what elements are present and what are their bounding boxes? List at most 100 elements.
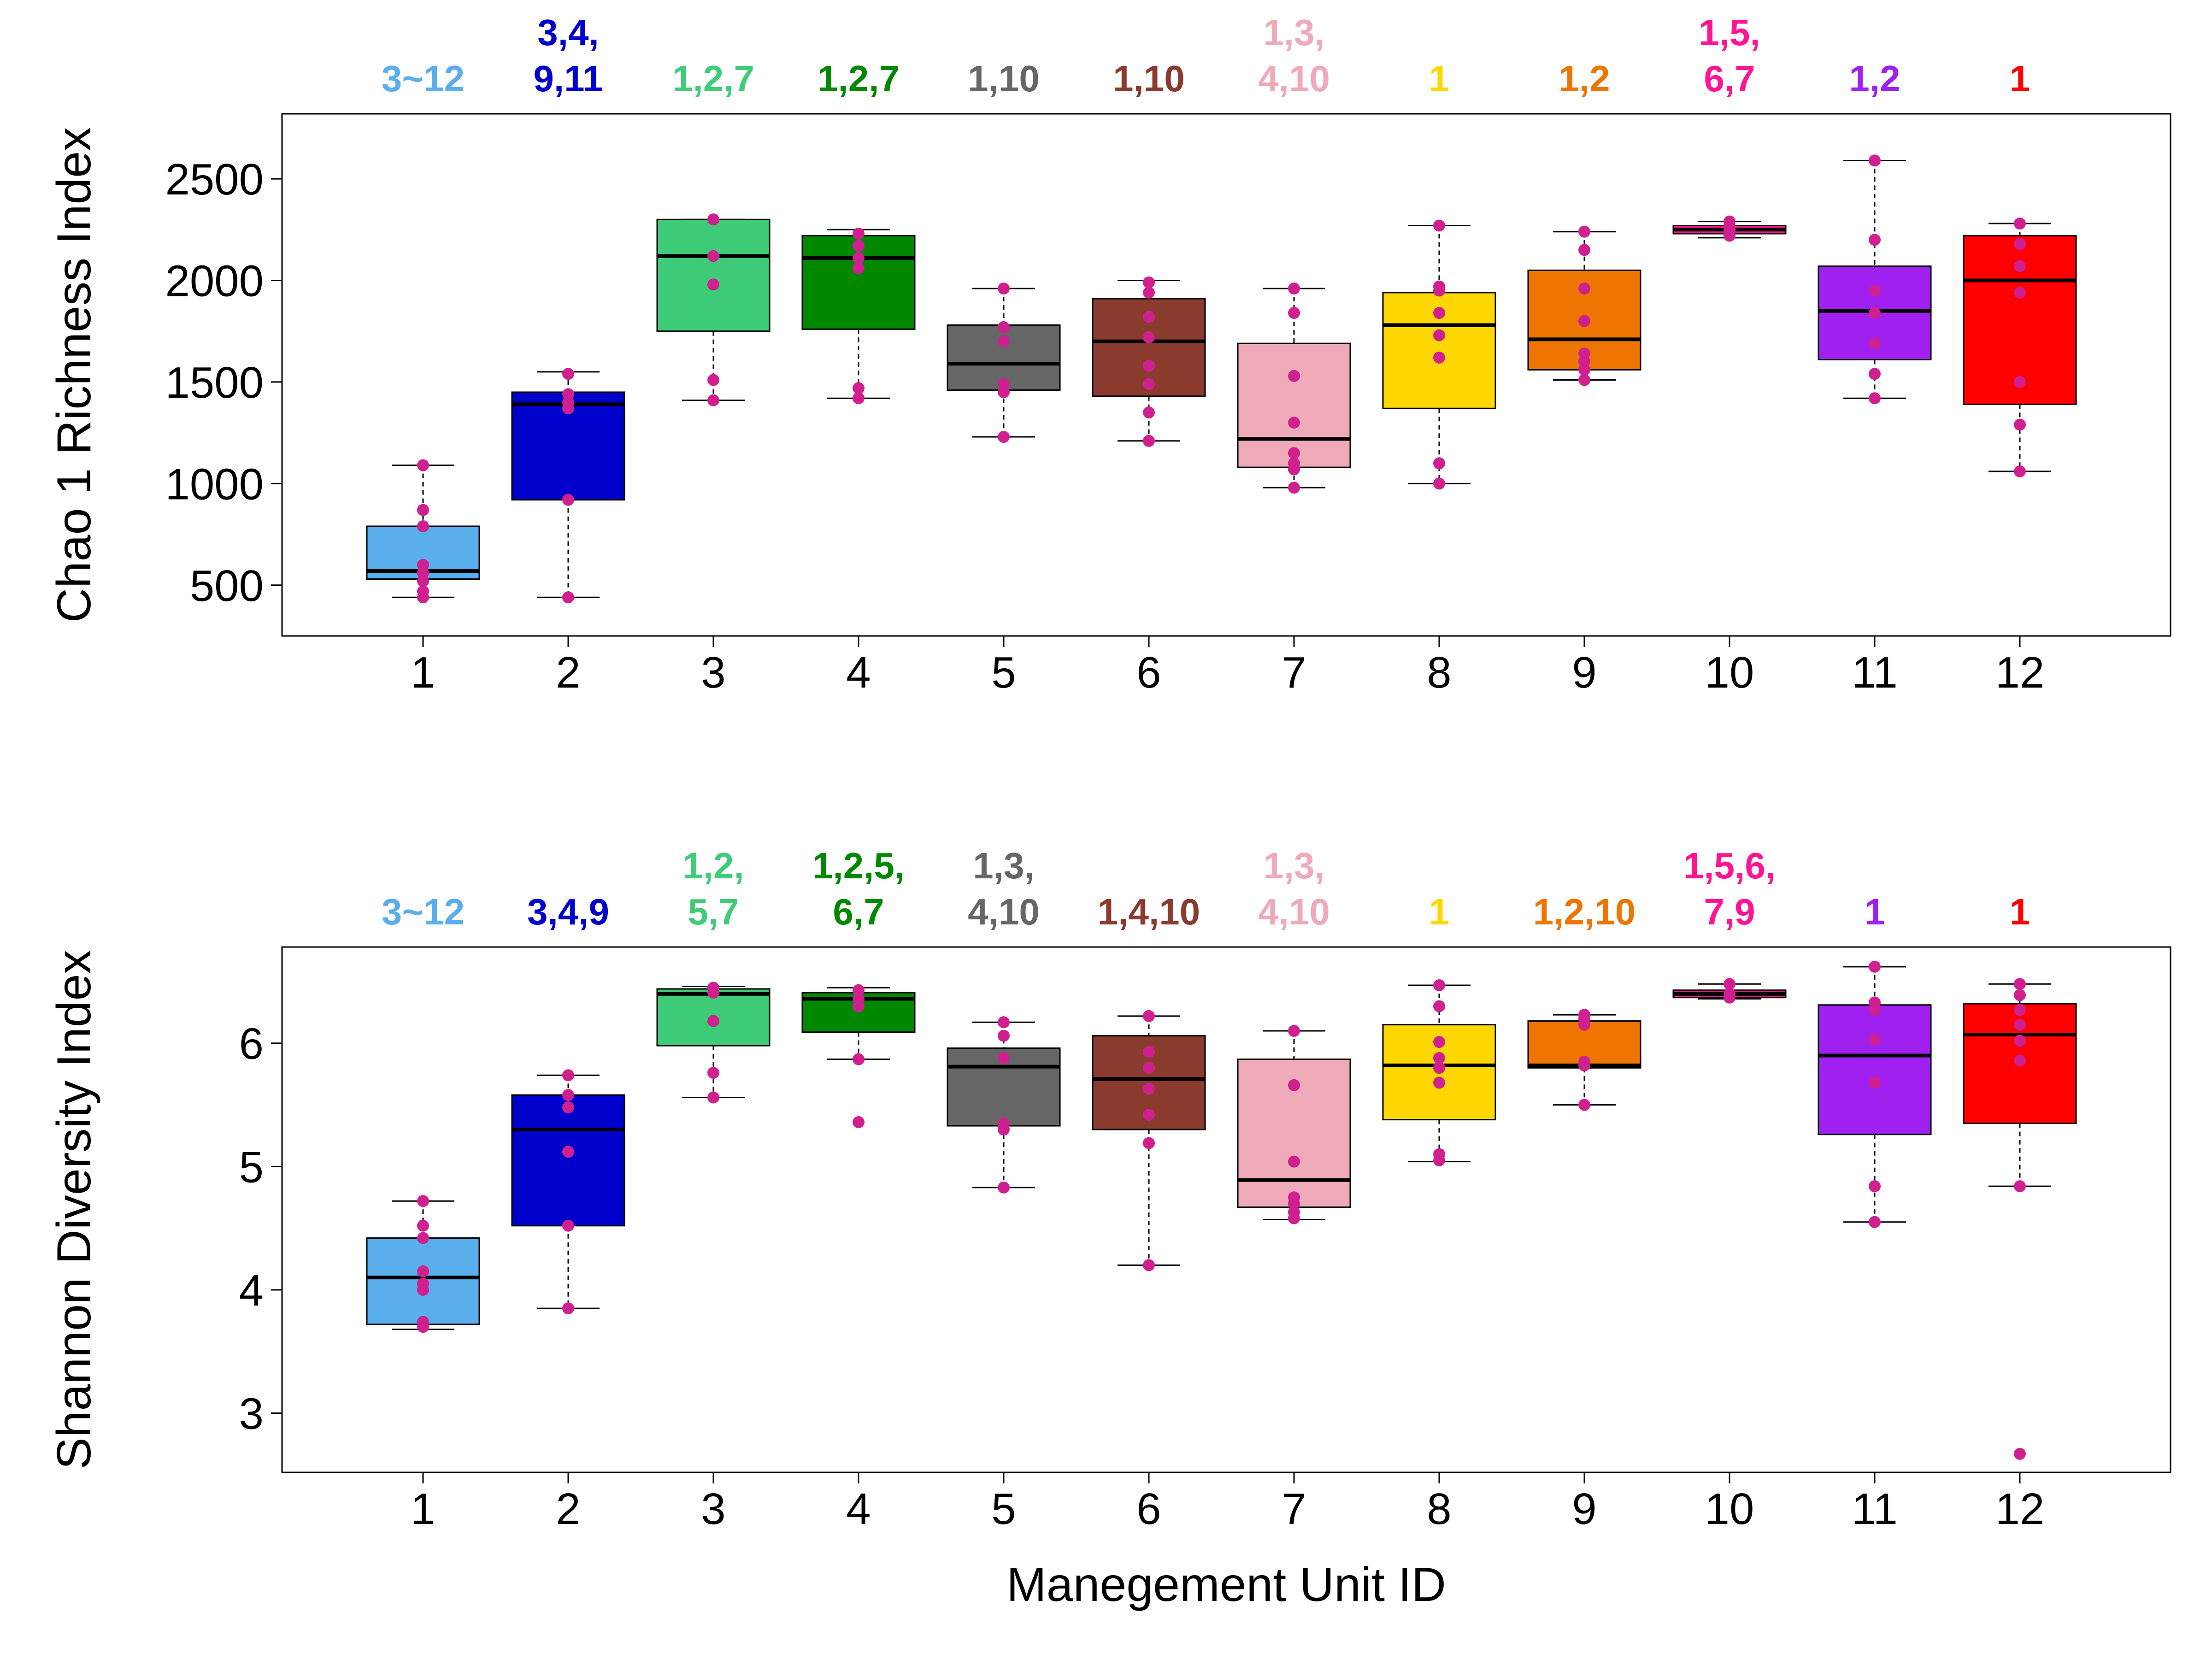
shannon-significance-5-line-2: 4,10 [968,891,1040,932]
shannon-point-2-5 [562,1089,574,1101]
chao1-box-unit-1 [366,459,480,604]
shannon-iqr-box-11 [1818,1004,1932,1135]
shannon-y-tick-label-0: 3 [239,1389,264,1439]
chao1-box-unit-11 [1818,154,1932,405]
shannon-point-12-3 [2014,1054,2026,1067]
chao1-point-4-6 [853,228,865,240]
chao1-x-tick-label-10: 10 [1705,648,1754,697]
chao1-point-8-5 [1433,307,1445,319]
chao1-point-4-4 [853,252,865,265]
chao1-point-4-1 [853,392,865,405]
chao1-point-6-8 [1143,276,1155,288]
shannon-point-3-3 [707,1015,719,1027]
chao1-box-unit-4 [801,228,916,405]
shannon-box-unit-3 [656,982,771,1104]
shannon-point-5-4 [998,1052,1010,1064]
shannon-significance-10-line-1: 1,5,6, [1683,845,1776,886]
shannon-point-8-6 [1433,1036,1445,1048]
shannon-significance-11-line-1: 1 [1865,891,1885,932]
chao1-point-7-3 [1288,457,1300,470]
chao1-x-tick-label-5: 5 [991,648,1016,697]
chao1-point-5-4 [998,335,1010,347]
chao1-x-tick-label-9: 9 [1572,648,1596,697]
shannon-point-11-7 [1869,960,1881,973]
shannon-x-tick-label-9: 9 [1572,1484,1596,1534]
shannon-point-6-6 [1143,1046,1155,1058]
chao1-point-7-7 [1288,307,1300,319]
chao1-point-6-6 [1143,311,1155,323]
chao1-point-8-1 [1433,477,1445,490]
shannon-point-3-5 [707,982,719,994]
chao1-point-7-5 [1288,417,1300,429]
shannon-point-9-3 [1578,1055,1590,1068]
shannon-significance-9-line-1: 1,2,10 [1533,891,1635,932]
shannon-significance-5-line-1: 1,3, [973,845,1034,886]
shannon-point-11-4 [1869,1033,1881,1046]
chao1-point-11-6 [1869,234,1881,246]
shannon-x-tick-label-6: 6 [1136,1484,1161,1534]
shannon-significance-10-line-2: 7,9 [1704,891,1755,932]
chao1-point-3-5 [707,213,719,226]
chao1-significance-labels: 3~12 3,4, 9,11 1,2,7 1,2,7 1,10 1,10 1,3, 4,10 1 1… [382,12,2030,99]
shannon-significance-7-line-2: 4,10 [1258,891,1330,932]
shannon-point-12-7 [2014,989,2026,1001]
chao1-point-6-2 [1143,406,1155,419]
chao1-point-1-8 [417,459,429,471]
shannon-point-1-6 [417,1232,429,1244]
chao1-point-7-1 [1288,482,1300,494]
chao1-point-12-2 [2014,418,2026,431]
shannon-point-1-4 [417,1277,429,1290]
shannon-point-2-4 [562,1101,574,1113]
chao1-point-12-1 [2014,465,2026,477]
shannon-point-6-1 [1143,1259,1155,1271]
chao1-plot-frame [281,113,2171,637]
shannon-significance-3-line-1: 1,2, [682,845,744,886]
shannon-point-8-8 [1433,979,1445,991]
chao1-x-tick-label-6: 6 [1136,648,1161,697]
chao1-y-axis-title: Chao 1 Richness Index [47,127,101,623]
chao1-box-unit-9 [1527,225,1641,386]
chao1-point-5-1 [998,430,1010,443]
shannon-x-tick-label-7: 7 [1282,1484,1306,1534]
shannon-point-5-6 [998,1016,1010,1029]
chao1-point-12-7 [2014,218,2026,230]
chao1-point-2-2 [562,494,574,506]
chao1-point-9-8 [1578,225,1590,238]
shannon-point-11-6 [1869,996,1881,1009]
shannon-significance-8-line-1: 1 [1429,891,1450,932]
shannon-x-tick-label-12: 12 [1995,1484,2045,1534]
chao1-point-6-4 [1143,359,1155,372]
shannon-box-unit-4 [801,984,916,1128]
shannon-box-unit-6 [1092,1010,1206,1271]
chao1-x-tick-label-11: 11 [1852,648,1898,697]
chao1-significance-7-line-1: 1,3, [1263,12,1324,53]
chao1-point-11-3 [1869,337,1881,350]
chao1-point-9-5 [1578,315,1590,327]
chao1-point-4-5 [853,240,865,252]
chao1-point-8-8 [1433,219,1445,232]
chao1-point-7-8 [1288,282,1300,295]
shannon-x-axis: 1 2 3 4 5 6 7 8 9 10 11 12 [411,1472,2044,1534]
shannon-point-2-6 [562,1069,574,1082]
shannon-box-unit-7 [1237,1024,1351,1224]
chao1-point-9-1 [1578,374,1590,386]
shannon-point-6-3 [1143,1108,1155,1121]
chao1-point-6-1 [1143,435,1155,447]
chao1-point-1-5 [417,559,429,571]
shannon-box-unit-11 [1818,960,1932,1228]
shannon-y-axis: 3 4 5 6 [239,1019,282,1439]
chao1-point-1-7 [417,504,429,516]
shannon-point-7-7 [1288,1024,1300,1037]
shannon-significance-labels: 3~12 3,4,9 1,2, 5,7 1,2,5, 6,7 1,3, 4,10 1,4,10 1… [382,845,2030,932]
shannon-point-7-5 [1288,1155,1300,1168]
shannon-y-axis-title: Shannon Diversity Index [47,950,101,1469]
chao1-significance-7-line-2: 4,10 [1258,58,1330,99]
shannon-box-unit-10 [1672,978,1787,1004]
shannon-point-1-7 [417,1219,429,1232]
shannon-point-6-2 [1143,1137,1155,1149]
shannon-point-6-5 [1143,1062,1155,1074]
chao1-box-unit-10 [1672,215,1787,242]
shannon-point-3-2 [707,1066,719,1079]
shannon-point-11-3 [1869,1077,1881,1089]
